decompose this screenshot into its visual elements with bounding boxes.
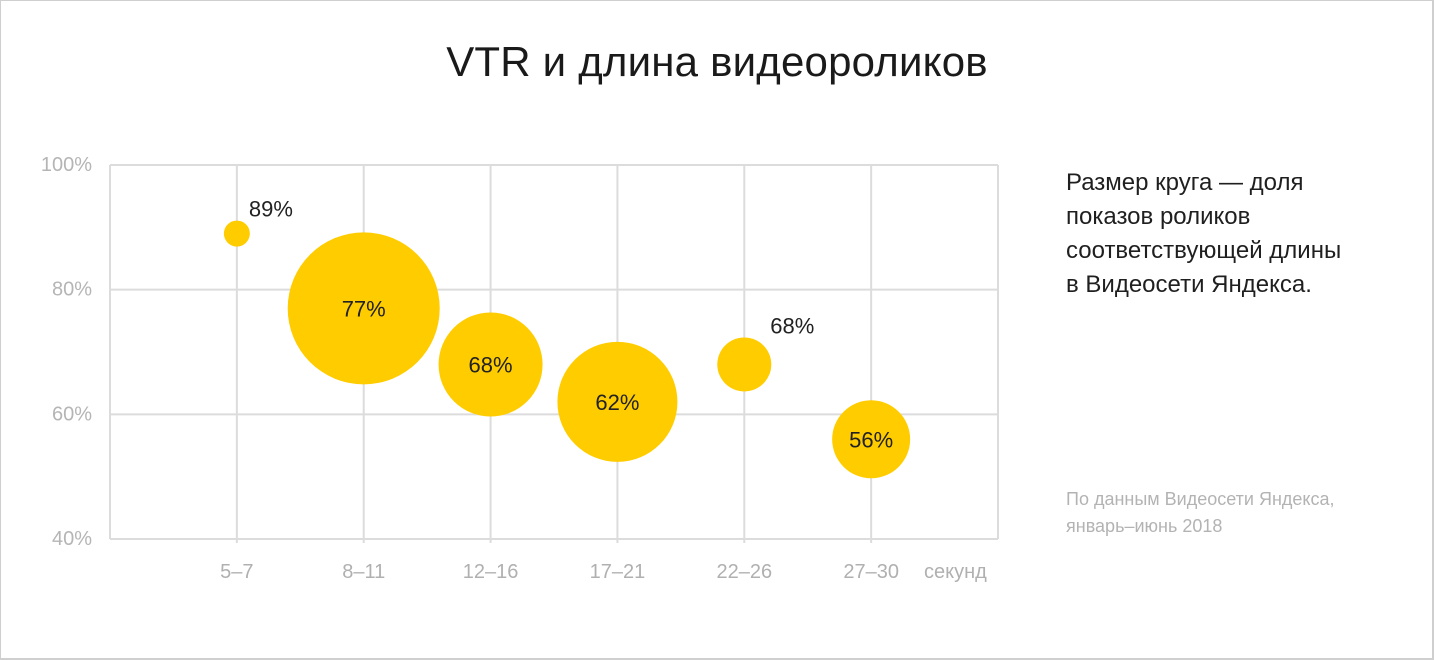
size-legend-note: Размер круга — доля показов роликов соот…	[1066, 166, 1426, 302]
x-tick-label: 22–26	[716, 561, 772, 583]
legend-line: Размер круга — доля	[1066, 169, 1304, 196]
x-tick-label: 12–16	[463, 561, 519, 583]
source-note: По данным Видеосети Яндекса, январь–июнь…	[1066, 486, 1426, 540]
y-tick-label: 60%	[52, 403, 92, 425]
x-axis-ticks: 5–7 8–11 12–16 17–21 22–26 27–30	[220, 561, 899, 583]
x-tick-label: 17–21	[590, 561, 646, 583]
bubble	[438, 312, 543, 417]
x-tick-label: 27–30	[843, 561, 899, 583]
y-axis-ticks: 100% 80% 60% 40%	[41, 154, 92, 550]
bubble	[717, 337, 772, 392]
bubble-value-label: 89%	[249, 197, 293, 222]
source-line: январь–июнь 2018	[1066, 516, 1223, 536]
bubbles: 89% 77% 68% 62% 68% 56%	[223, 197, 911, 479]
x-tick-label: 5–7	[220, 561, 253, 583]
bubble-value-label: 68%	[770, 313, 814, 338]
chart-grid	[109, 164, 999, 543]
x-tick-label: 8–11	[342, 561, 385, 583]
chart-title: VTR и длина видеороликов	[446, 38, 988, 85]
bubble-value-label: 68%	[469, 352, 513, 377]
bubble-value-label: 77%	[342, 296, 386, 321]
source-line: По данным Видеосети Яндекса,	[1066, 489, 1335, 509]
legend-line: соответствующей длины	[1066, 237, 1342, 264]
y-tick-label: 80%	[52, 279, 92, 301]
bubble	[557, 341, 678, 462]
bubble	[223, 220, 250, 247]
x-axis-unit-label: секунд	[924, 561, 987, 583]
legend-line: показов роликов	[1066, 203, 1251, 230]
bubble	[832, 400, 911, 479]
bubble	[287, 232, 440, 385]
y-tick-label: 40%	[52, 528, 92, 550]
y-tick-label: 100%	[41, 154, 92, 176]
bubble-value-label: 56%	[849, 427, 893, 452]
legend-line: в Видеосети Яндекса.	[1066, 271, 1312, 298]
bubble-value-label: 62%	[595, 390, 639, 415]
